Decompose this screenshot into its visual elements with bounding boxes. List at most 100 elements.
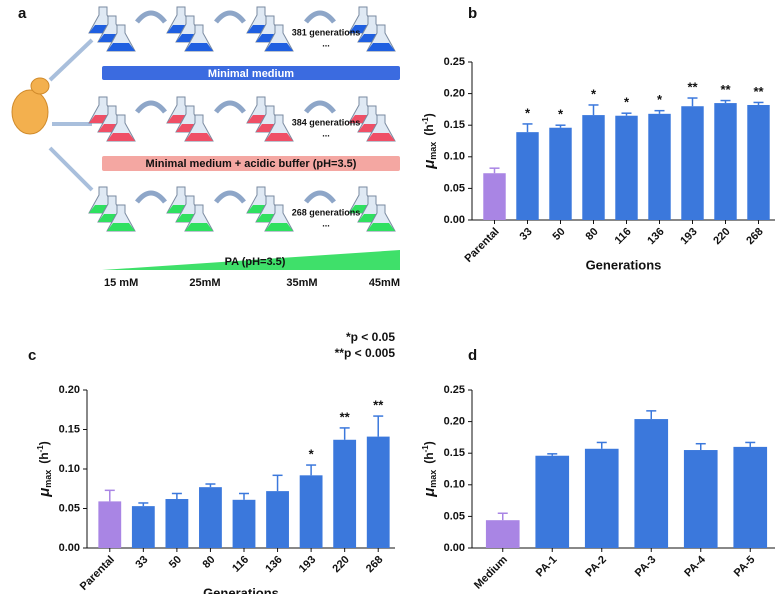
medium-label: PA (pH=3.5) <box>225 256 286 268</box>
x-tick-label: PA-5 <box>732 554 758 580</box>
bar <box>516 132 539 220</box>
x-tick-label: 220 <box>330 554 351 575</box>
liquid <box>185 133 213 141</box>
y-axis-label: μmax (h-1) <box>36 441 53 498</box>
x-tick-label: 193 <box>297 554 318 575</box>
medium-bar <box>102 66 400 80</box>
x-tick-label: 116 <box>230 554 251 575</box>
liquid <box>367 43 395 51</box>
x-tick-label: PA-4 <box>682 553 708 579</box>
significance: ** <box>340 409 351 424</box>
bar <box>266 491 289 548</box>
generations: 268 generations <box>292 207 361 217</box>
generations: 384 generations <box>292 117 361 127</box>
bar <box>98 501 122 548</box>
cycle-arrow <box>135 190 167 204</box>
y-tick-label: 0.05 <box>444 510 465 522</box>
x-tick-label: 33 <box>133 554 150 571</box>
y-tick-label: 0.25 <box>444 384 465 396</box>
x-tick-label: 50 <box>167 554 184 571</box>
y-label-part: (h <box>422 452 436 463</box>
significance: * <box>558 107 564 122</box>
y-tick-label: 0.00 <box>444 542 465 554</box>
cycle-arrow <box>304 190 336 204</box>
cycle-arrow <box>214 10 246 24</box>
y-tick-label: 0.20 <box>59 384 80 396</box>
ellipsis: ... <box>322 218 330 228</box>
bar <box>199 487 222 548</box>
medium-bar <box>102 156 400 171</box>
significance: ** <box>373 398 384 413</box>
x-tick-label: 33 <box>518 226 535 243</box>
x-tick-label: PA-2 <box>583 554 609 580</box>
x-tick-label: Parental <box>462 226 501 265</box>
y-label-part: -1 <box>421 117 430 125</box>
significance: * <box>624 95 630 110</box>
y-label-part: max <box>428 470 438 488</box>
y-tick-label: 0.00 <box>59 542 80 554</box>
y-tick-label: 0.10 <box>444 151 465 163</box>
y-tick-label: 0.15 <box>59 423 80 435</box>
bar <box>584 448 619 548</box>
bar <box>683 450 718 548</box>
significance: * <box>657 92 663 107</box>
liquid <box>265 43 293 51</box>
bar <box>485 520 520 548</box>
bar <box>535 455 570 548</box>
bar <box>615 115 638 220</box>
note: **p < 0.005 <box>335 346 396 360</box>
liquid <box>367 223 395 231</box>
cycle-arrow <box>135 10 167 24</box>
liquid <box>367 133 395 141</box>
x-tick-label: 220 <box>711 226 732 247</box>
bar <box>366 436 390 548</box>
cycle-arrow <box>304 10 336 24</box>
liquid <box>107 223 135 231</box>
y-tick-label: 0.20 <box>444 416 465 428</box>
y-tick-label: 0.20 <box>444 88 465 100</box>
significance: * <box>525 105 531 120</box>
pa-gradient <box>102 250 400 270</box>
liquid <box>107 133 135 141</box>
bar <box>714 103 737 220</box>
bar <box>648 113 671 220</box>
y-label-part: max <box>43 470 53 488</box>
y-label-part: (h <box>37 452 51 463</box>
y-tick-label: 0.05 <box>444 182 465 194</box>
y-axis-label: μmax (h-1) <box>421 441 438 498</box>
panel-label: c <box>28 347 36 364</box>
y-label-part: (h <box>422 124 436 135</box>
bar <box>582 115 605 220</box>
liquid <box>265 133 293 141</box>
x-tick-label: 136 <box>645 226 666 247</box>
x-tick-label: 268 <box>744 226 765 247</box>
y-tick-label: 0.05 <box>59 502 80 514</box>
cycle-arrow <box>304 100 336 114</box>
y-label-part: ) <box>37 441 51 445</box>
significance: ** <box>753 84 764 99</box>
x-tick-label: 193 <box>678 226 699 247</box>
bar <box>681 106 704 220</box>
x-tick-label: PA-3 <box>633 554 659 580</box>
y-label-part: μ <box>421 488 438 498</box>
bar <box>232 499 256 548</box>
y-tick-label: 0.10 <box>59 463 80 475</box>
concentration: 35mM <box>286 277 317 289</box>
cycle-arrow <box>214 190 246 204</box>
panel-label: d <box>468 347 477 364</box>
significance: ** <box>687 79 698 94</box>
concentration: 15 mM <box>104 277 138 289</box>
diagram: Minimal medium Minimal medium + acidic b… <box>11 6 400 289</box>
generations: 381 generations <box>292 27 361 37</box>
x-tick-label: 50 <box>551 226 568 243</box>
bar <box>634 419 669 548</box>
x-tick-label: 80 <box>200 554 217 571</box>
y-tick-label: 0.10 <box>444 479 465 491</box>
medium-label: Minimal medium <box>208 68 294 80</box>
x-tick-label: 136 <box>263 554 284 575</box>
x-tick-label: 268 <box>364 554 385 575</box>
concentration: 25mM <box>189 277 220 289</box>
yeast <box>11 89 49 135</box>
liquid <box>107 43 135 51</box>
y-axis-label: μmax (h-1) <box>421 113 438 170</box>
